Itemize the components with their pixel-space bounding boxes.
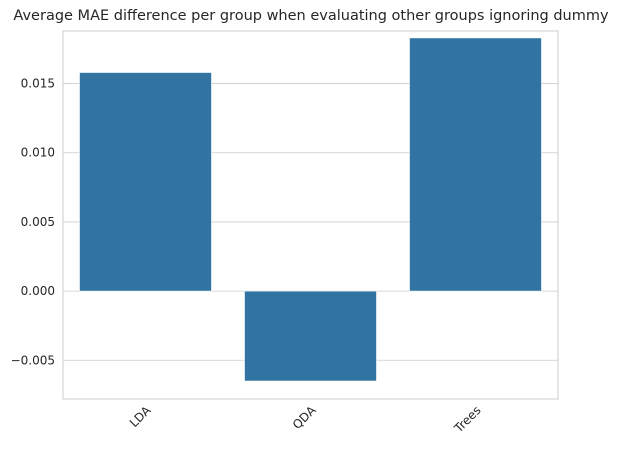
x-tick-label: LDA xyxy=(127,403,154,430)
plot-border xyxy=(62,30,559,400)
bar-trees xyxy=(409,37,542,292)
plot-frame xyxy=(62,30,559,400)
y-axis-ticks: −0.005 0.000 0.005 0.010 0.015 xyxy=(11,77,55,368)
bar-qda xyxy=(244,290,377,382)
chart-title: Average MAE difference per group when ev… xyxy=(13,8,609,24)
y-tick-label: 0.000 xyxy=(21,284,55,298)
x-axis-ticks: LDA QDA Trees xyxy=(127,403,484,436)
y-tick-label: 0.015 xyxy=(21,77,55,91)
x-tick-label: Trees xyxy=(451,403,484,436)
bars xyxy=(79,37,542,382)
y-tick-label: 0.005 xyxy=(21,215,55,229)
bar-lda xyxy=(79,72,212,292)
x-tick-label: QDA xyxy=(290,403,319,432)
y-tick-label: 0.010 xyxy=(21,146,55,160)
y-tick-label: −0.005 xyxy=(11,353,55,367)
